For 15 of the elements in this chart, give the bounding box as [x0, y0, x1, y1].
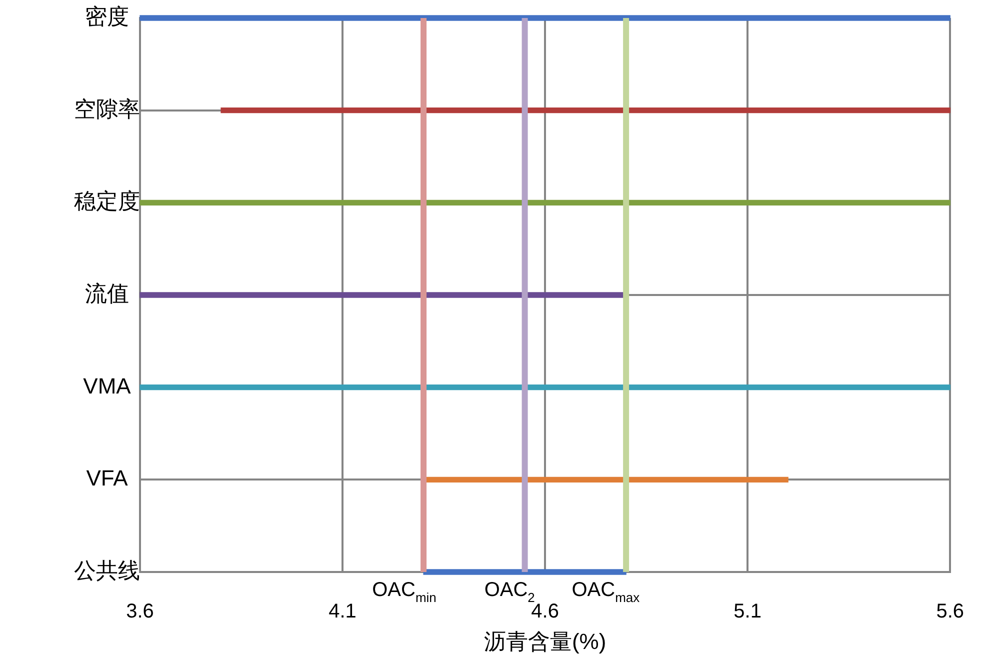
y-tick-label: 密度 [85, 4, 129, 30]
bar [423, 569, 626, 575]
x-tick-label: 4.6 [531, 600, 559, 623]
x-tick-label: 5.1 [734, 600, 762, 623]
x-axis-title: 沥青含量(%) [484, 628, 606, 654]
y-tick-label: 稳定度 [74, 188, 140, 214]
x-tick-label: 5.6 [936, 600, 964, 623]
x-tick-label: 3.6 [126, 600, 154, 623]
y-tick-label: 流值 [85, 281, 129, 306]
y-tick-label: 公共线 [74, 558, 140, 584]
y-tick-label: 空隙率 [74, 96, 140, 122]
x-tick-label: 4.1 [328, 600, 356, 623]
bar [220, 108, 950, 114]
y-tick-label: VFA [86, 466, 128, 491]
y-tick-label: VMA [83, 373, 132, 398]
